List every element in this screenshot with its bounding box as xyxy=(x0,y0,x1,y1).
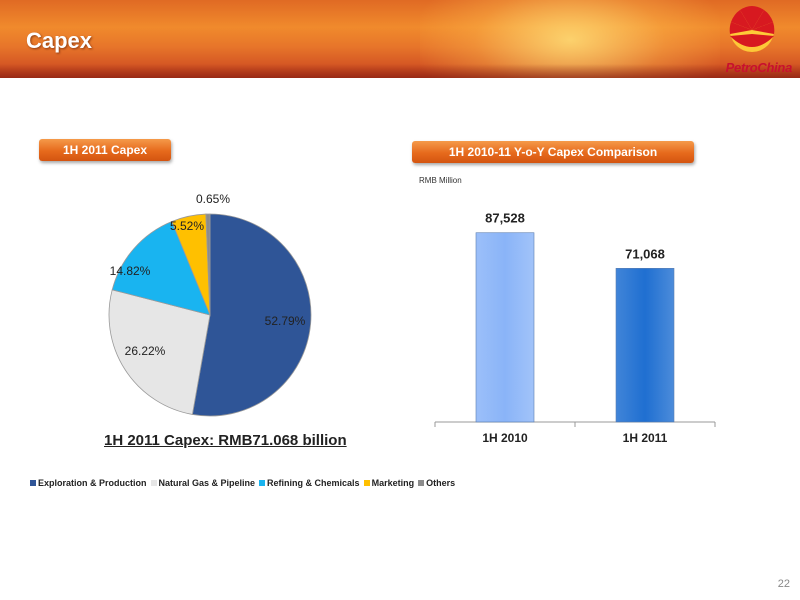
logo-wordmark: PetroChina xyxy=(725,60,793,75)
pie-value-label: 5.52% xyxy=(170,219,204,233)
pie-value-label: 52.79% xyxy=(265,314,306,328)
legend-item: Others xyxy=(418,478,455,488)
legend-item: Natural Gas & Pipeline xyxy=(150,478,256,488)
pie-value-label: 14.82% xyxy=(110,264,151,278)
x-tick-label: 1H 2010 xyxy=(482,431,528,445)
bar-section-label: 1H 2010-11 Y-o-Y Capex Comparison xyxy=(412,141,694,163)
pie-legend: Exploration & Production Natural Gas & Pi… xyxy=(30,478,459,488)
bar-1h-2011 xyxy=(615,268,675,423)
bar-value-label: 87,528 xyxy=(485,211,525,226)
bar-chart: 87,528 1H 2010 71,068 1H 2011 xyxy=(434,211,716,445)
x-tick-label: 1H 2011 xyxy=(623,431,668,445)
bar-value-label: 71,068 xyxy=(625,246,665,261)
pie-slice-natural-gas-pipeline xyxy=(108,289,211,415)
pie-slice-others xyxy=(205,213,211,316)
pie-value-label: 26.22% xyxy=(125,344,166,358)
page-number: 22 xyxy=(777,578,790,590)
pie-caption: 1H 2011 Capex: RMB71.068 billion xyxy=(104,432,347,449)
petrochina-logo: PetroChina xyxy=(700,0,800,78)
legend-item: Exploration & Production xyxy=(30,478,147,488)
horizon-band xyxy=(0,64,800,78)
sunflower-logo-icon xyxy=(729,6,775,52)
legend-item: Refining & Chemicals xyxy=(259,478,360,488)
legend-label: Refining & Chemicals xyxy=(267,478,360,488)
legend-swatch xyxy=(363,480,370,486)
bar-1h-2010 xyxy=(475,232,535,423)
legend-label: Natural Gas & Pipeline xyxy=(158,478,256,488)
legend-swatch xyxy=(30,480,36,486)
bar-unit-label: RMB Million xyxy=(419,176,462,185)
pie-section-label: 1H 2011 Capex xyxy=(39,139,171,161)
pie-value-label: 0.65% xyxy=(196,192,230,206)
legend-swatch xyxy=(418,480,425,486)
legend-label: Exploration & Production xyxy=(38,478,147,488)
legend-label: Marketing xyxy=(371,478,415,488)
legend-label: Others xyxy=(426,478,456,488)
legend-swatch xyxy=(259,480,266,486)
pie-slice-refining-chemicals xyxy=(111,220,211,316)
legend-swatch xyxy=(150,480,157,486)
slide-title: Capex xyxy=(26,28,93,53)
pie-slice-exploration-production xyxy=(191,213,312,417)
pie-chart: 52.79% 26.22% 14.82% 5.52% 0.65% xyxy=(108,192,312,417)
header-banner: Capex PetroChina xyxy=(0,0,800,78)
legend-item: Marketing xyxy=(363,478,415,488)
